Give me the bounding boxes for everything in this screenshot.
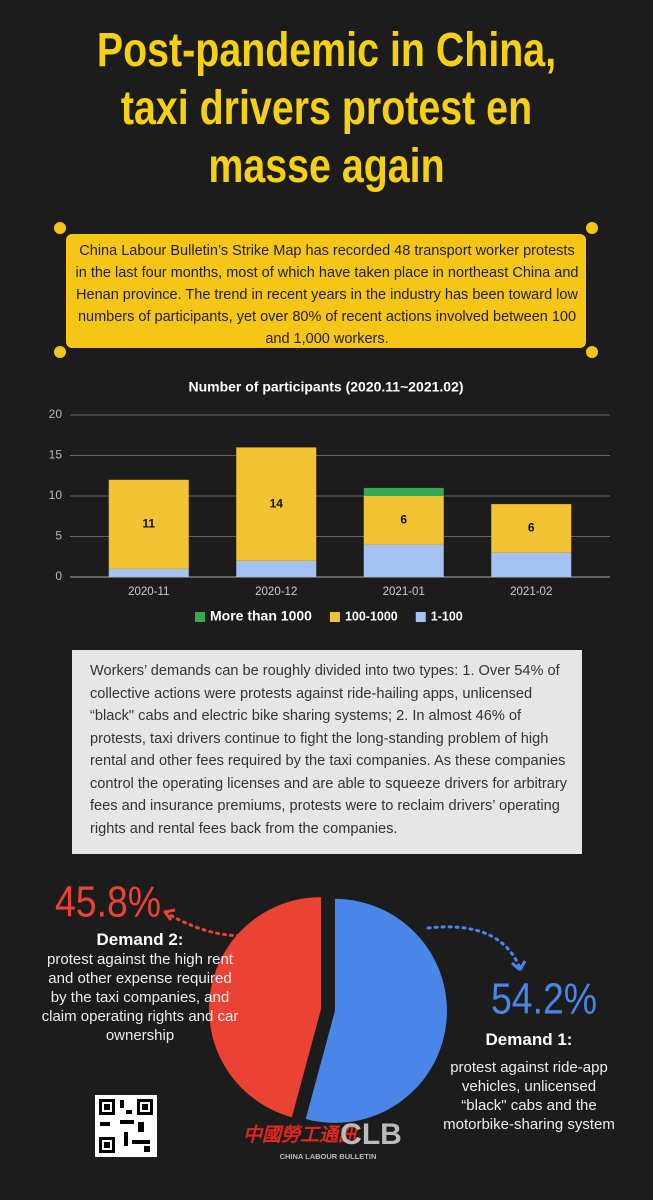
arrow-head — [163, 908, 176, 921]
y-tick-label: 0 — [55, 569, 62, 583]
y-tick-label: 20 — [49, 407, 63, 421]
legend-swatch — [329, 612, 340, 622]
bar-segment — [236, 560, 317, 577]
demand-name: Demand 1: — [485, 1030, 573, 1049]
value-label: 45.8% — [55, 877, 161, 927]
title: Post-pandemic in China, taxi drivers pro… — [0, 22, 653, 196]
qr-code — [95, 1095, 157, 1157]
demand-2-block: Demand 2: protest against the high rent … — [40, 930, 240, 1045]
x-tick-label: 2021-01 — [383, 586, 425, 598]
dot — [586, 346, 598, 358]
bar-segment — [363, 496, 444, 545]
intro-box — [66, 234, 586, 348]
pie-chart: 中國勞工通訊 CLB CHINA LABOUR BULLETIN 45.8% 54… — [55, 877, 597, 1161]
bar-segment — [363, 487, 444, 496]
bar-chart: Number of participants (2020.11~2021.02)… — [49, 379, 610, 624]
title-line: masse again — [208, 140, 445, 193]
connector — [426, 925, 522, 970]
legend-swatch — [415, 612, 426, 622]
dot — [54, 346, 66, 358]
legend-label: 1-100 — [431, 609, 463, 623]
logo-chinese: 中國勞工通訊 — [243, 1124, 359, 1146]
x-tick-label: 2020-11 — [128, 586, 169, 598]
x-tick-label: 2020-12 — [255, 586, 297, 598]
dot — [54, 222, 66, 234]
y-tick-label: 5 — [55, 529, 62, 543]
data-label: 11 — [142, 517, 155, 531]
demands-text: Workers’ demands can be roughly divided … — [90, 663, 567, 837]
bar-segment — [491, 552, 572, 577]
y-tick-label: 10 — [49, 488, 63, 502]
pie-slice — [305, 898, 447, 1123]
title-line: taxi drivers protest en — [120, 82, 533, 135]
bar-segment — [491, 504, 572, 553]
demand-1-block: Demand 1: protest against ride-app vehic… — [440, 1030, 618, 1134]
demand-description: protest against the high rent and other … — [41, 951, 239, 1044]
chart-title: Number of participants (2020.11~2021.02) — [188, 379, 463, 395]
y-tick-label: 15 — [49, 448, 63, 462]
legend-swatch — [195, 612, 205, 622]
pie-slice — [209, 897, 322, 1118]
bar-segment — [236, 447, 317, 561]
logo-subtitle: CHINA LABOUR BULLETIN — [280, 1152, 377, 1161]
title-line: Post-pandemic in China, — [96, 24, 557, 77]
bar-segment — [363, 544, 444, 577]
arrow-head — [511, 960, 527, 972]
demand-description: protest against ride-app vehicles, unlic… — [443, 1059, 615, 1133]
legend-label: More than 1000 — [210, 608, 312, 624]
value-label: 54.2% — [491, 974, 597, 1024]
bar-segment — [108, 568, 189, 577]
bar-segment — [108, 479, 189, 569]
demands-box — [72, 650, 582, 854]
legend-label: 100-1000 — [345, 609, 398, 623]
demand-name: Demand 2: — [96, 930, 184, 949]
data-label: 6 — [400, 512, 407, 526]
dot — [586, 222, 598, 234]
data-label: 6 — [528, 521, 535, 535]
data-label: 14 — [270, 496, 284, 510]
x-tick-label: 2021-02 — [510, 586, 552, 598]
intro-text: China Labour Bulletin’s Strike Map has r… — [75, 243, 579, 347]
logo-mark: CLB — [340, 1118, 402, 1151]
